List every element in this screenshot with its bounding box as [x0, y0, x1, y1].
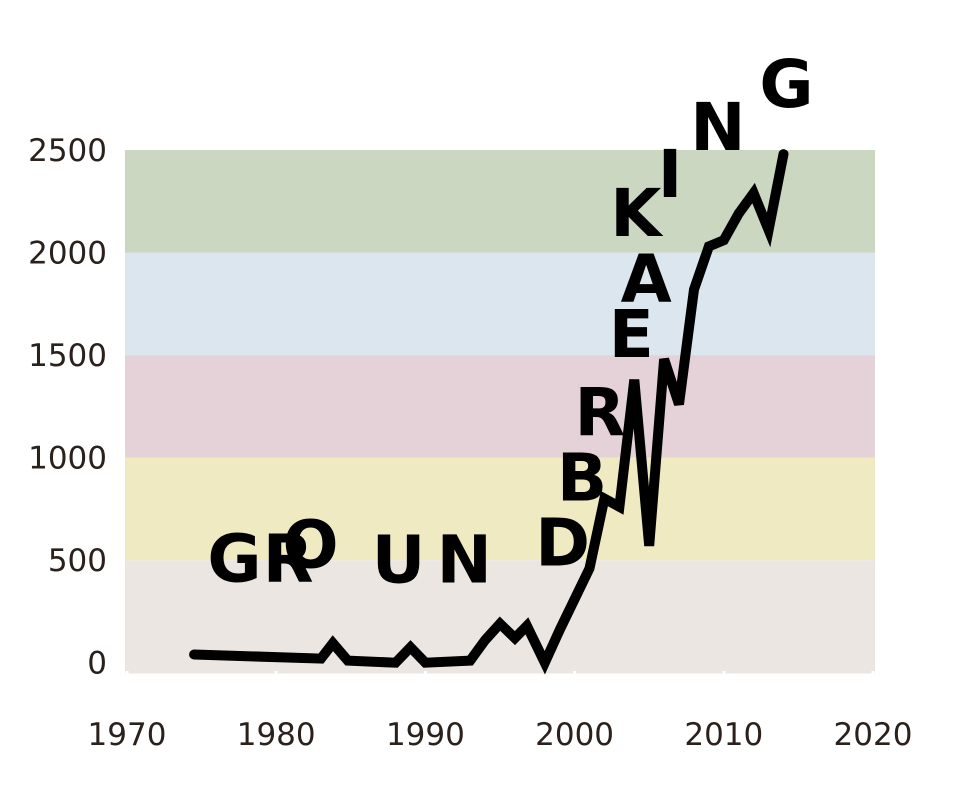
- annotation-letter: D: [535, 504, 590, 581]
- x-tick-label: 1970: [88, 717, 167, 753]
- annotation-letter: N: [690, 89, 745, 166]
- y-tick-label: 500: [48, 543, 107, 579]
- x-tick-label: 2020: [834, 717, 913, 753]
- band-1: [125, 457, 875, 561]
- annotation-letter: N: [437, 522, 492, 599]
- y-tick-label: 1500: [28, 338, 107, 374]
- x-tick-label: 1990: [386, 717, 465, 753]
- band-3: [125, 252, 875, 356]
- annotation-letter: A: [621, 241, 672, 318]
- x-axis: [125, 671, 875, 692]
- annotation-letter: K: [610, 175, 664, 252]
- y-tick-label: 2500: [28, 133, 107, 169]
- series-line: [189, 149, 789, 675]
- y-tick-label: 2000: [28, 236, 107, 272]
- band-4: [125, 150, 875, 253]
- annotation-letter: U: [372, 522, 426, 599]
- y-tick-label: 0: [87, 646, 107, 682]
- annotation-letter: O: [282, 506, 338, 583]
- x-tick-label: 2010: [684, 717, 763, 753]
- annotation-letter: R: [263, 521, 314, 598]
- y-tick-label: 1000: [28, 441, 107, 477]
- series-line-path: [189, 149, 789, 675]
- band-2: [125, 355, 875, 458]
- annotation-letter: B: [557, 440, 607, 517]
- annotation-letter: G: [207, 521, 261, 598]
- annotation-letter: I: [658, 136, 683, 213]
- x-tick-label: 2000: [535, 717, 614, 753]
- annotation-letter: R: [575, 374, 626, 451]
- background-bands: [125, 150, 875, 675]
- x-tick-label: 1980: [237, 717, 316, 753]
- annotation-letter: G: [759, 46, 813, 123]
- annotation-letter: E: [609, 296, 654, 373]
- x-axis-labels: 1970 1980 1990 2000 2010 2020: [88, 717, 913, 753]
- y-axis: 0 500 1000 1500 2000 2500: [28, 133, 107, 682]
